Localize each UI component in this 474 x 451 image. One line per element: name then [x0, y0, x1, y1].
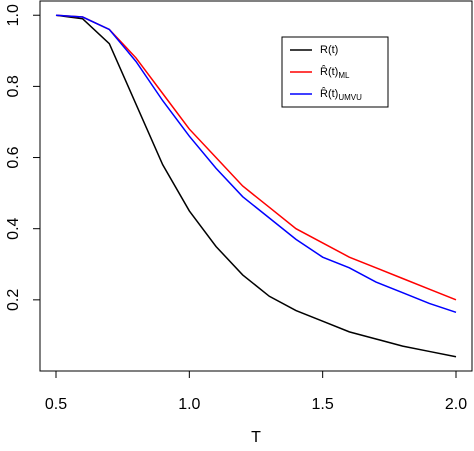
legend-name: R̂(t) [320, 86, 338, 100]
x-axis-label: T [251, 429, 261, 446]
x-tick-label: 1.5 [312, 396, 334, 413]
series-line [55, 14, 457, 314]
y-tick-label: 0.8 [5, 75, 22, 97]
y-tick-label: 0.4 [5, 217, 22, 239]
legend-label: R(t) [320, 44, 338, 56]
series-line [55, 14, 457, 301]
y-tick-label: 1.0 [5, 4, 22, 26]
legend-label: R̂(t)ML [320, 64, 350, 80]
legend-label: R̂(t)UMVU [320, 86, 362, 102]
plot-box [39, 0, 473, 372]
legend-subscript: UMVU [338, 93, 362, 102]
legend-name: R̂(t) [320, 64, 338, 78]
legend-name: R(t) [320, 44, 338, 56]
x-tick-label: 0.5 [45, 396, 67, 413]
x-tick-label: 1.0 [178, 396, 200, 413]
x-tick-label: 2.0 [445, 396, 467, 413]
legend: R(t)R̂(t)MLR̂(t)UMVU [281, 36, 389, 108]
legend-subscript: ML [338, 71, 350, 80]
series-line [55, 14, 457, 358]
y-tick-label: 0.2 [5, 289, 22, 311]
y-tick-label: 0.6 [5, 146, 22, 168]
